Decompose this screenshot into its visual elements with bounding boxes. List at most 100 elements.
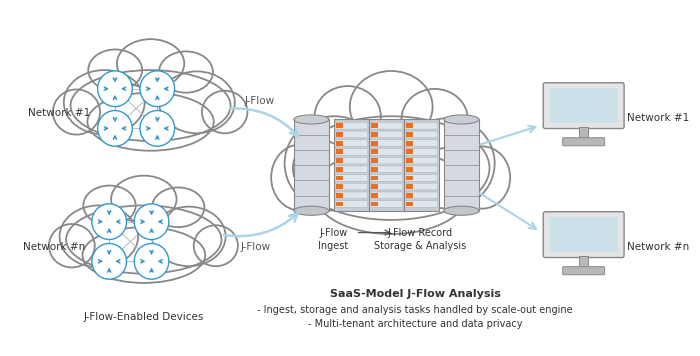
Bar [406,132,412,137]
FancyBboxPatch shape [405,148,438,155]
Circle shape [97,110,132,146]
Bar [371,184,377,189]
Bar [336,167,342,172]
Bar [336,201,342,206]
Bar [371,124,377,128]
Ellipse shape [88,49,142,91]
Bar [336,193,342,198]
FancyBboxPatch shape [335,131,368,138]
Ellipse shape [88,93,214,151]
FancyBboxPatch shape [335,140,368,146]
Text: Network #n: Network #n [627,242,690,252]
FancyBboxPatch shape [370,131,402,138]
Text: SaaS-Model J-Flow Analysis: SaaS-Model J-Flow Analysis [330,289,500,299]
Text: J-Flow: J-Flow [245,96,275,106]
Ellipse shape [83,227,205,283]
Ellipse shape [111,176,176,223]
Bar [336,150,342,154]
FancyBboxPatch shape [563,267,605,275]
Bar [406,201,412,206]
FancyBboxPatch shape [335,201,368,207]
FancyBboxPatch shape [370,201,402,207]
FancyBboxPatch shape [404,120,439,211]
Text: J-Flow-Enabled Devices: J-Flow-Enabled Devices [83,312,204,322]
Ellipse shape [60,205,138,267]
Circle shape [140,71,174,106]
Circle shape [92,204,127,240]
FancyBboxPatch shape [335,157,368,164]
Bar [336,141,342,146]
Bar [406,176,412,180]
Ellipse shape [202,91,247,133]
Bar [406,141,412,146]
Ellipse shape [159,51,213,93]
Text: Network #1: Network #1 [627,114,690,124]
Circle shape [97,71,132,106]
Ellipse shape [293,116,489,220]
Ellipse shape [444,206,479,215]
Bar [579,127,588,139]
FancyBboxPatch shape [370,140,402,146]
FancyBboxPatch shape [335,122,368,129]
Bar [406,124,412,128]
Ellipse shape [117,39,184,88]
FancyBboxPatch shape [563,138,605,146]
Bar [336,158,342,163]
Bar [579,256,588,268]
Ellipse shape [71,70,230,141]
Bar [406,167,412,172]
Bar [371,201,377,206]
Bar [444,120,479,211]
FancyBboxPatch shape [405,183,438,190]
FancyBboxPatch shape [370,148,402,155]
Circle shape [134,204,169,240]
Bar [294,120,329,211]
Bar [371,167,377,172]
Ellipse shape [294,115,329,124]
Bar [406,193,412,198]
FancyBboxPatch shape [370,166,402,173]
Ellipse shape [53,89,100,135]
Bar [371,193,377,198]
Bar [550,217,617,252]
Text: - Multi-tenant architecture and data privacy: - Multi-tenant architecture and data pri… [308,319,522,329]
Ellipse shape [159,72,234,133]
Ellipse shape [314,86,381,146]
FancyBboxPatch shape [335,166,368,173]
Ellipse shape [152,206,225,266]
FancyBboxPatch shape [334,120,369,211]
Ellipse shape [454,146,510,209]
Ellipse shape [444,115,479,124]
Bar [336,184,342,189]
Ellipse shape [402,89,468,149]
Bar [371,132,377,137]
Ellipse shape [294,206,329,215]
Ellipse shape [194,225,238,266]
FancyBboxPatch shape [405,157,438,164]
Text: J-Flow
Ingest: J-Flow Ingest [318,227,349,251]
Bar [550,88,617,123]
Bar [371,141,377,146]
FancyBboxPatch shape [543,212,624,257]
Ellipse shape [64,70,145,135]
Ellipse shape [271,145,329,210]
Circle shape [140,110,174,146]
Bar [371,158,377,163]
Bar [336,132,342,137]
Ellipse shape [66,205,222,274]
Bar [371,150,377,154]
Bar [336,176,342,180]
FancyBboxPatch shape [335,183,368,190]
Ellipse shape [49,224,94,267]
Ellipse shape [152,187,204,227]
Ellipse shape [314,149,469,234]
FancyBboxPatch shape [369,120,404,211]
Bar [406,158,412,163]
FancyBboxPatch shape [335,192,368,199]
FancyBboxPatch shape [370,122,402,129]
Bar [406,184,412,189]
Ellipse shape [285,116,384,210]
Circle shape [92,244,127,279]
Text: Network #1: Network #1 [28,108,90,117]
FancyBboxPatch shape [405,122,438,129]
